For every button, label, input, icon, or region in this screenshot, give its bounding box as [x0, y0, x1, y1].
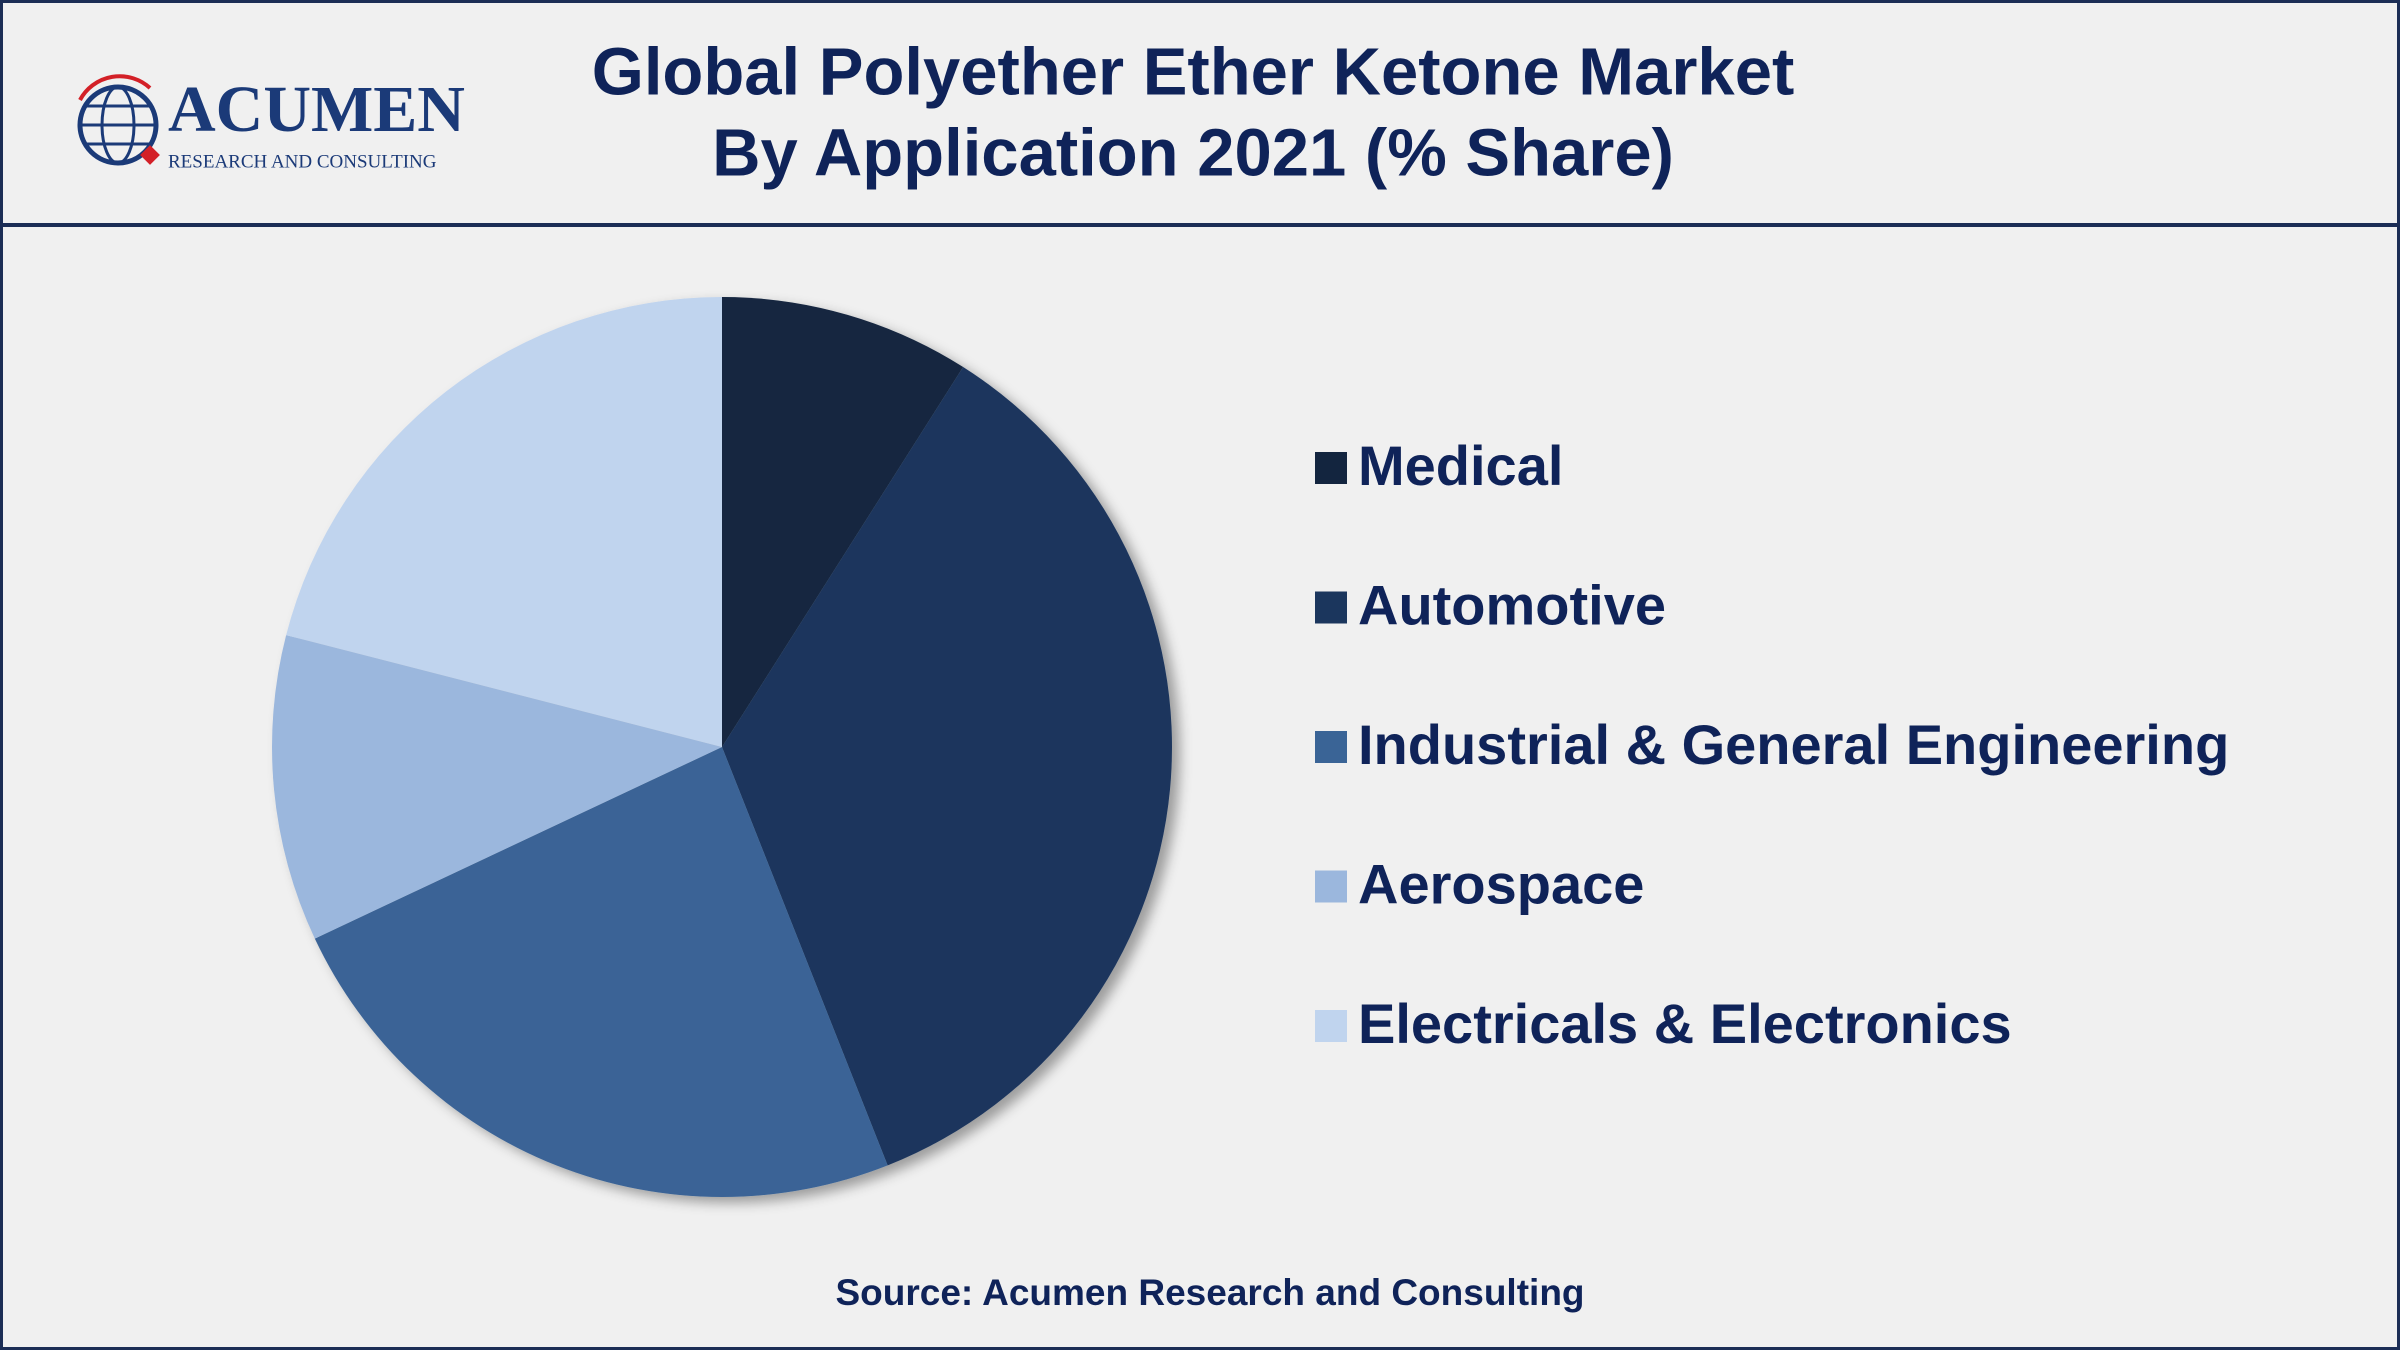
legend-swatch [1315, 1010, 1347, 1042]
logo-name: ACUMEN [168, 73, 465, 146]
chart-subtitle: By Application 2021 (% Share) [712, 116, 1674, 191]
legend-swatch [1315, 870, 1347, 903]
logo: ACUMEN RESEARCH AND CONSULTING [77, 73, 465, 172]
legend-label: Automotive [1358, 573, 1666, 636]
logo-diamond [140, 145, 160, 165]
legend-label: Industrial & General Engineering [1358, 713, 2229, 776]
legend-label: Medical [1358, 434, 1563, 497]
pie-slice [722, 297, 964, 747]
legend-swatch [1315, 591, 1347, 624]
pie-slice [286, 297, 722, 747]
legend-label: Electricals & Electronics [1358, 992, 2012, 1055]
legend-swatch [1315, 452, 1347, 484]
pie-slice [271, 635, 722, 939]
chart-title: Global Polyether Ether Ketone Market [592, 35, 1795, 110]
source: Source: Acumen Research and Consulting [835, 1272, 1584, 1313]
legend-swatch [1315, 731, 1347, 763]
logo-swoosh [78, 74, 152, 101]
legend: Medical Automotive Industrial & General En… [1315, 434, 2229, 1055]
legend-label: Aerospace [1358, 852, 1644, 915]
pie [271, 297, 1172, 1197]
pie-slice [722, 367, 1172, 1166]
logo-tagline: RESEARCH AND CONSULTING [168, 151, 437, 172]
pie-slice [314, 747, 888, 1197]
